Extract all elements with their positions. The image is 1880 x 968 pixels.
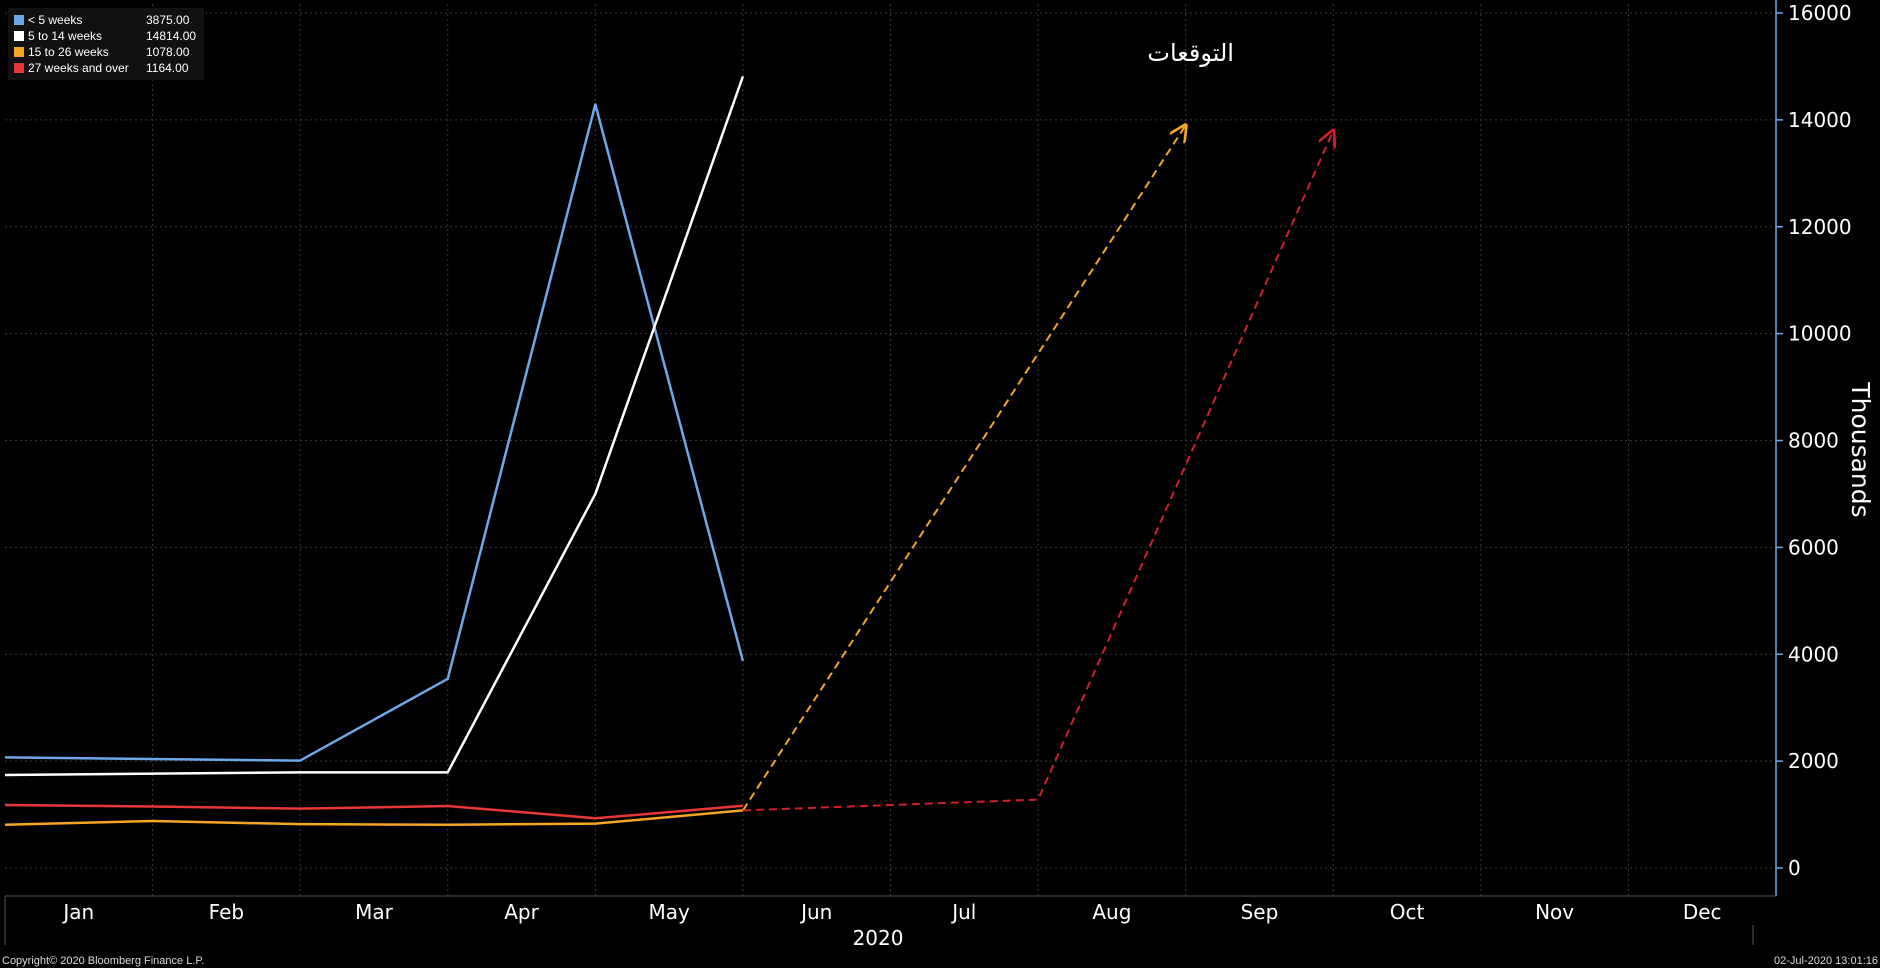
x-tick-label: Jun [799, 900, 832, 924]
x-tick-label: May [648, 900, 690, 924]
y-tick-label: 14000 [1788, 108, 1852, 132]
legend-item: 5 to 14 weeks 14814.00 [14, 28, 196, 44]
chart-labels: 0 2000 4000 6000 8000 10000 12000 14000 16000 Jan… [61, 1, 1875, 950]
x-tick-label: Mar [355, 900, 394, 924]
legend-label: 27 weeks and over [28, 61, 129, 75]
x-tick-label: Aug [1092, 900, 1131, 924]
legend-swatch [14, 63, 24, 73]
legend-label: < 5 weeks [28, 13, 83, 27]
legend-label: 5 to 14 weeks [28, 29, 103, 43]
series-lines [4, 75, 745, 826]
forecast-arrow [742, 131, 1333, 812]
x-tick-label: Apr [504, 900, 539, 924]
x-tick-label: Nov [1535, 900, 1574, 924]
legend-value: 1078.00 [146, 45, 190, 59]
forecast-arrows [742, 125, 1333, 812]
legend-swatch [14, 15, 24, 25]
legend-swatch [14, 31, 24, 41]
grid [5, 4, 1776, 896]
legend-item: 27 weeks and over 1164.00 [14, 60, 196, 76]
legend-value: 1164.00 [146, 61, 189, 75]
forecast-annotation: التوقعات [1147, 39, 1234, 67]
forecast-arrow [742, 125, 1186, 811]
y-tick-label: 12000 [1788, 215, 1852, 239]
legend-value: 3875.00 [146, 13, 190, 27]
timestamp-text: 02-Jul-2020 13:01:16 [1774, 955, 1878, 967]
y-tick-label: 6000 [1788, 535, 1839, 559]
y-tick-label: 10000 [1788, 322, 1852, 346]
legend-item: 15 to 26 weeks 1078.00 [14, 44, 196, 60]
legend-item: < 5 weeks 3875.00 [14, 12, 196, 28]
y-tick-label: 8000 [1788, 429, 1839, 453]
y-tick-label: 2000 [1788, 749, 1839, 773]
axes [4, 0, 1783, 945]
x-tick-label: Oct [1390, 900, 1425, 924]
series-line [4, 103, 745, 762]
x-axis-title: 2020 [853, 926, 904, 950]
x-tick-label: Dec [1683, 900, 1722, 924]
x-tick-label: Jan [61, 900, 94, 924]
x-tick-label: Sep [1241, 900, 1279, 924]
legend: < 5 weeks 3875.00 5 to 14 weeks 14814.00… [8, 8, 204, 80]
series-line [4, 75, 745, 777]
legend-label: 15 to 26 weeks [28, 45, 109, 59]
legend-value: 14814.00 [146, 29, 197, 43]
series-line [4, 803, 744, 820]
y-tick-label: 16000 [1788, 1, 1852, 25]
y-tick-label: 0 [1788, 856, 1801, 880]
copyright-text: Copyright© 2020 Bloomberg Finance L.P. [2, 955, 205, 967]
y-tick-label: 4000 [1788, 642, 1839, 666]
x-tick-label: Jul [950, 900, 976, 924]
legend-swatch [14, 47, 24, 57]
series-line [4, 809, 744, 826]
y-axis-title: Thousands [1846, 381, 1875, 517]
x-tick-label: Feb [209, 900, 244, 924]
